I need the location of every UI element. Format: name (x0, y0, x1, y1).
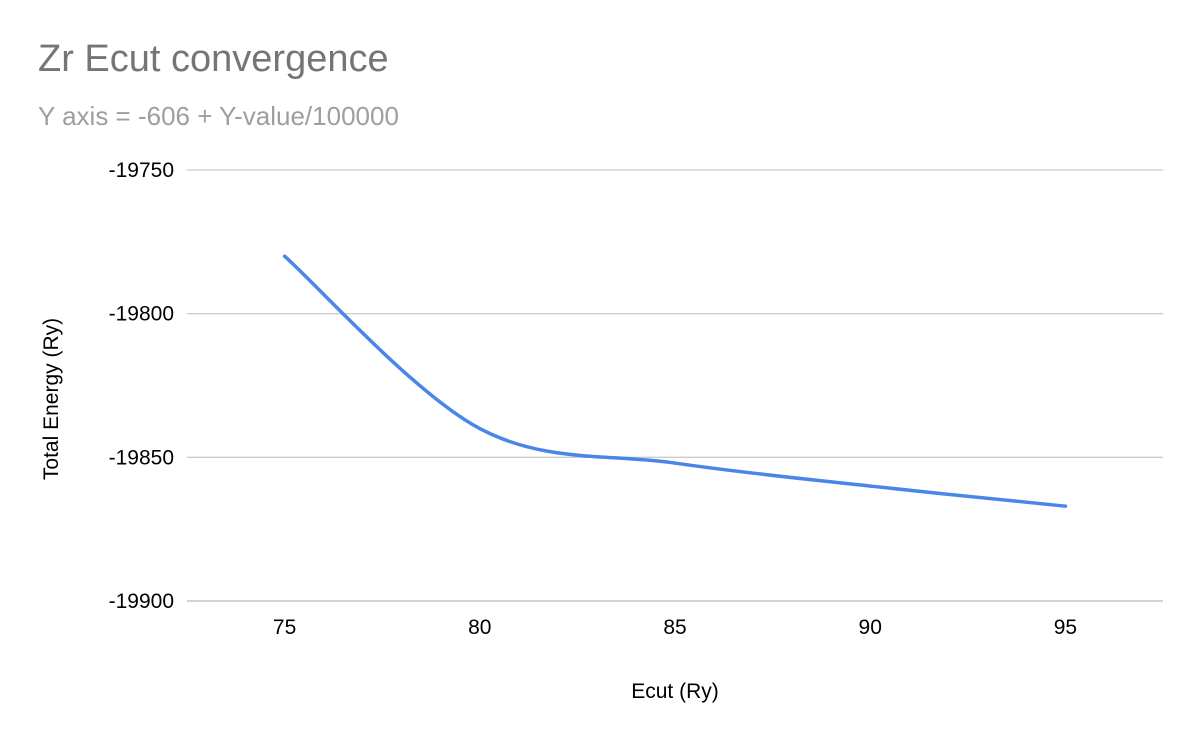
x-axis-title: Ecut (Ry) (631, 680, 719, 703)
data-point (282, 254, 287, 258)
chart-title: Zr Ecut convergence (38, 38, 389, 80)
data-point (1063, 504, 1068, 508)
series-line (283, 254, 1066, 508)
x-tick-label: 80 (468, 616, 491, 639)
x-tick-label: 75 (273, 616, 296, 639)
y-tick-label: -19900 (109, 590, 174, 613)
y-tick-label: -19750 (109, 159, 174, 182)
y-tick-label: -19800 (109, 303, 174, 326)
x-axis-ticks: 75 80 85 90 95 (273, 616, 1077, 639)
data-point (478, 426, 482, 431)
x-tick-label: 90 (859, 616, 882, 639)
y-axis-ticks: -19750 -19800 -19850 -19900 (109, 159, 174, 613)
y-axis-title: Total Energy (Ry) (40, 318, 63, 480)
data-point (868, 484, 872, 488)
data-point (673, 461, 677, 465)
y-tick-label: -19850 (109, 446, 174, 469)
chart-subtitle: Y axis = -606 + Y-value/100000 (38, 101, 399, 131)
x-tick-label: 95 (1054, 616, 1077, 639)
x-tick-label: 85 (663, 616, 686, 639)
series-layer (282, 254, 1068, 508)
gridlines (187, 169, 1163, 602)
